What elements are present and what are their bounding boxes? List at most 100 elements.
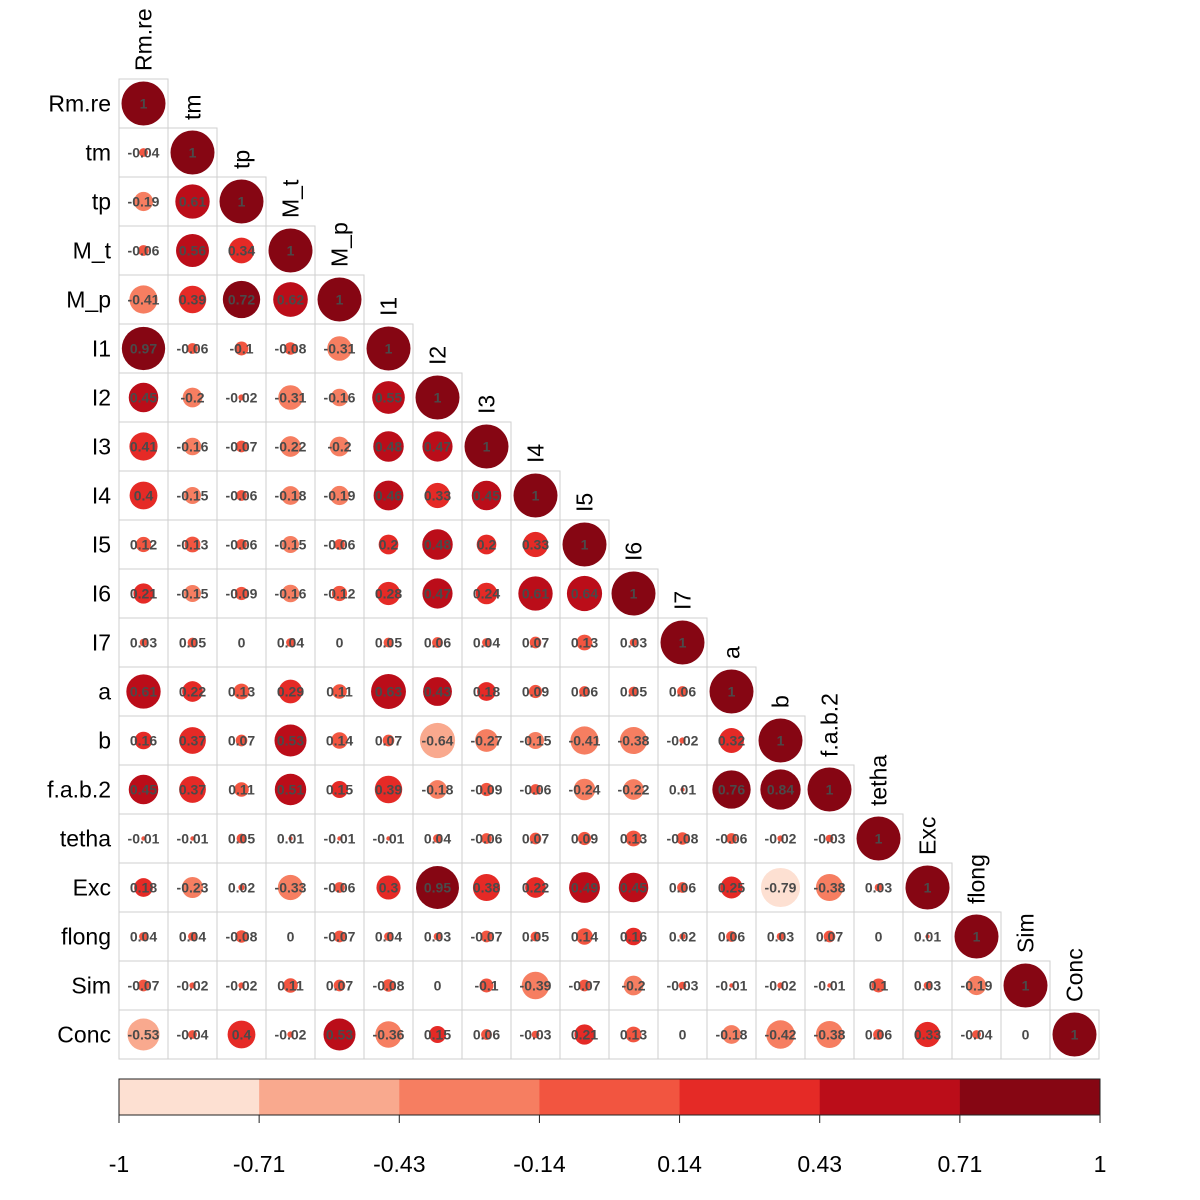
- correlation-value: 0.06: [669, 684, 696, 700]
- cell-tetha-Rm.re: -0.01: [118, 813, 169, 864]
- correlation-value: -0.18: [716, 1027, 748, 1043]
- cell-b-tp: 0.07: [216, 715, 267, 766]
- row-label: b: [98, 728, 111, 754]
- correlation-circle: [827, 983, 832, 988]
- correlation-circle: [433, 932, 442, 941]
- cell-I3-tp: -0.07: [216, 421, 267, 472]
- correlation-value: -0.08: [275, 341, 307, 357]
- cell-flong-a: 0.06: [706, 911, 757, 962]
- cell-b-I6: -0.38: [608, 715, 659, 766]
- cell-b-I1: 0.07: [363, 715, 414, 766]
- cell-I7-I3: 0.04: [461, 617, 512, 668]
- correlation-value: 0.62: [277, 292, 304, 308]
- correlation-value: -0.16: [275, 586, 307, 602]
- cell-a-I4: 0.09: [510, 666, 561, 717]
- cell-Sim-Exc: 0.03: [902, 960, 953, 1011]
- correlation-circle: [760, 769, 801, 810]
- correlation-circle: [277, 874, 304, 901]
- correlation-circle: [228, 237, 255, 264]
- cell-I5-tp: -0.06: [216, 519, 267, 570]
- correlation-circle: [482, 638, 491, 647]
- correlation-circle: [428, 780, 447, 799]
- correlation-value: -0.12: [324, 586, 356, 602]
- cell-I2-tm: -0.2: [167, 372, 218, 423]
- cell-Exc-I3: 0.38: [461, 862, 512, 913]
- variable-labels: Rm.re Rm.re tm tm tp tp M_t M_t M_p M_p I1 I1 I2 I2 I3…: [47, 8, 1087, 1047]
- correlation-circle: [235, 734, 248, 747]
- cell-Sim-M_t: 0.11: [265, 960, 316, 1011]
- cell-I7-I5: 0.13: [559, 617, 610, 668]
- correlation-value: -0.07: [471, 929, 503, 945]
- column-label: M_t: [278, 179, 304, 218]
- cell-tetha-tetha: 1: [853, 813, 904, 864]
- correlation-value: -0.06: [226, 488, 258, 504]
- cell-f.a.b.2-tp: 0.11: [216, 764, 267, 815]
- correlation-value: 0.38: [473, 880, 500, 896]
- correlation-value: -0.15: [520, 733, 552, 749]
- row-label: I5: [92, 532, 111, 558]
- correlation-circle: [619, 726, 648, 755]
- correlation-circle: [376, 581, 401, 606]
- column-label: I5: [572, 493, 598, 512]
- cell-I4-tp: -0.06: [216, 470, 267, 521]
- column-label: Sim: [1013, 913, 1039, 953]
- correlation-value: -0.42: [765, 1027, 797, 1043]
- correlation-value: 0.05: [620, 684, 647, 700]
- correlation-circle: [481, 833, 492, 844]
- cell-M_p-M_t: 0.62: [265, 274, 316, 325]
- correlation-value: -0.2: [621, 978, 645, 994]
- correlation-circle: [726, 833, 737, 844]
- correlation-value: 0.72: [228, 292, 255, 308]
- cell-tetha-M_p: -0.01: [314, 813, 365, 864]
- correlation-circle: [807, 767, 852, 812]
- cell-Exc-I2: 0.95: [412, 862, 463, 913]
- cell-I6-I5: 0.64: [559, 568, 610, 619]
- cell-Conc-Conc: 1: [1049, 1009, 1100, 1060]
- correlation-value: 0.48: [424, 537, 451, 553]
- correlation-circle: [234, 586, 249, 601]
- correlation-circle: [274, 773, 307, 806]
- correlation-circle: [815, 873, 844, 902]
- row-label: M_t: [73, 238, 112, 264]
- cell-b-I3: -0.27: [461, 715, 512, 766]
- correlation-value: -0.08: [226, 929, 258, 945]
- correlation-value: -0.1: [474, 978, 498, 994]
- correlation-value: 0.03: [424, 929, 451, 945]
- correlation-circle: [624, 927, 643, 946]
- correlation-value: 0: [287, 929, 295, 945]
- correlation-circle: [422, 431, 453, 462]
- correlation-circle: [235, 440, 248, 453]
- correlation-circle: [287, 1031, 294, 1038]
- correlation-circle: [574, 1024, 595, 1045]
- correlation-value: 0.03: [865, 880, 892, 896]
- correlation-value: 0.04: [375, 929, 402, 945]
- correlation-circle: [479, 782, 494, 797]
- cell-b-I4: -0.15: [510, 715, 561, 766]
- correlation-value: 0.04: [473, 635, 500, 651]
- correlation-value: -0.31: [324, 341, 356, 357]
- correlation-circle: [374, 775, 403, 804]
- correlation-circle: [720, 876, 743, 899]
- correlation-value: 0.29: [277, 684, 304, 700]
- correlation-circle: [233, 683, 250, 700]
- cell-b-b: 1: [755, 715, 806, 766]
- column-label: a: [719, 646, 745, 659]
- correlation-value: 1: [385, 341, 393, 357]
- column-label: flong: [964, 854, 990, 904]
- correlation-value: 1: [875, 831, 883, 847]
- cell-Conc-I2: 0.15: [412, 1009, 463, 1060]
- column-label: I6: [621, 542, 647, 561]
- row-label: Sim: [71, 973, 111, 999]
- correlation-value: -0.22: [618, 782, 650, 798]
- cell-Exc-I1: 0.3: [363, 862, 414, 913]
- correlation-circle: [280, 436, 301, 457]
- correlation-circle: [677, 882, 688, 893]
- correlation-circle: [317, 277, 362, 322]
- cell-M_p-M_p: 1: [314, 274, 365, 325]
- cell-Sim-tp: -0.02: [216, 960, 267, 1011]
- cell-f.a.b.2-I3: -0.09: [461, 764, 512, 815]
- cell-I3-Rm.re: 0.41: [118, 421, 169, 472]
- cell-I7-Rm.re: 0.03: [118, 617, 169, 668]
- correlation-circle: [281, 584, 300, 603]
- cell-flong-flong: 1: [951, 911, 1002, 962]
